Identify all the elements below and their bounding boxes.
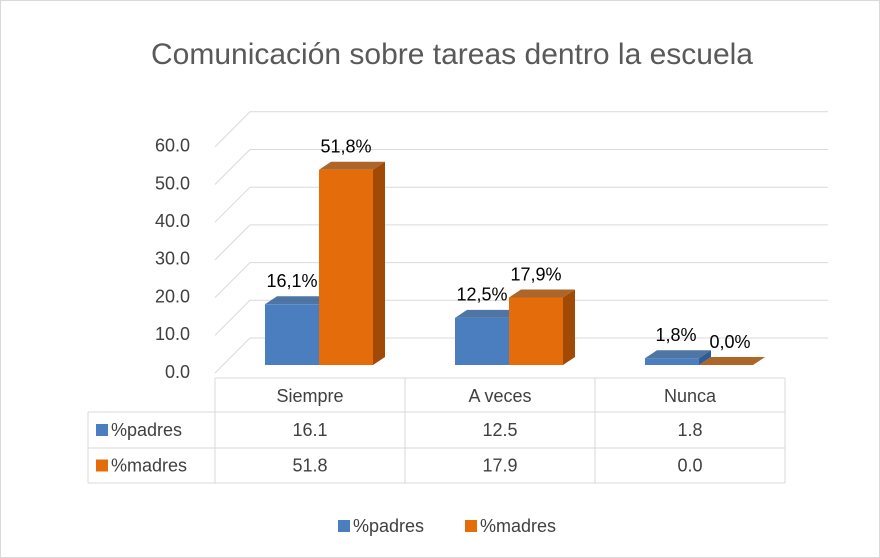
- grid-line: [214, 262, 828, 298]
- data-label: 17,9%: [510, 264, 561, 284]
- bar-top: [319, 161, 385, 170]
- table-cell: 0.0: [677, 455, 702, 475]
- bar-side: [563, 289, 575, 365]
- grid-line: [214, 299, 828, 336]
- y-tick-label: 60.0: [155, 136, 190, 156]
- data-label: 0,0%: [709, 332, 750, 352]
- bar: [645, 358, 699, 365]
- table-row-label: %madres: [111, 455, 187, 475]
- legend-key: [96, 459, 108, 472]
- y-tick-label: 10.0: [155, 324, 190, 344]
- bar: [319, 169, 373, 365]
- data-label: 16,1%: [266, 271, 317, 291]
- grid-line: [214, 337, 828, 374]
- y-tick-label: 30.0: [155, 249, 190, 269]
- bar-top: [699, 357, 765, 365]
- legend-key: [338, 520, 350, 532]
- table-cell: 51.8: [292, 455, 327, 475]
- y-tick-label: 40.0: [155, 211, 190, 231]
- bar: [509, 297, 563, 365]
- grid-line: [214, 186, 828, 223]
- x-tick-label: A veces: [468, 386, 531, 406]
- legend-label: %padres: [353, 516, 424, 536]
- chart-title: Comunicación sobre tareas dentro la escu…: [151, 38, 753, 71]
- table-row-label: %padres: [111, 420, 182, 440]
- grid-line: [214, 149, 828, 185]
- grid-line: [214, 111, 828, 148]
- bar-top: [265, 296, 331, 305]
- bar-side: [699, 350, 711, 365]
- data-label: 1,8%: [655, 325, 696, 345]
- y-tick-label: 20.0: [155, 286, 190, 306]
- y-tick-label: 50.0: [155, 173, 190, 193]
- table-cell: 16.1: [292, 420, 327, 440]
- bar-top: [645, 350, 711, 359]
- x-tick-label: Siempre: [276, 386, 343, 406]
- grid-line: [214, 224, 828, 261]
- table-cell: 17.9: [482, 455, 517, 475]
- y-tick-label: 0.0: [165, 362, 190, 382]
- data-label: 12,5%: [456, 285, 507, 305]
- table-cell: 12.5: [482, 420, 517, 440]
- bar: [265, 304, 319, 365]
- bar-top: [455, 309, 521, 318]
- bar: [455, 317, 509, 365]
- bar-side: [373, 161, 385, 365]
- x-tick-label: Nunca: [664, 386, 717, 406]
- table-cell: 1.8: [677, 420, 702, 440]
- bar-top: [509, 289, 575, 298]
- legend-key: [96, 424, 108, 436]
- data-label: 51,8%: [320, 136, 371, 156]
- legend-label: %madres: [480, 516, 556, 536]
- legend-key: [465, 520, 477, 532]
